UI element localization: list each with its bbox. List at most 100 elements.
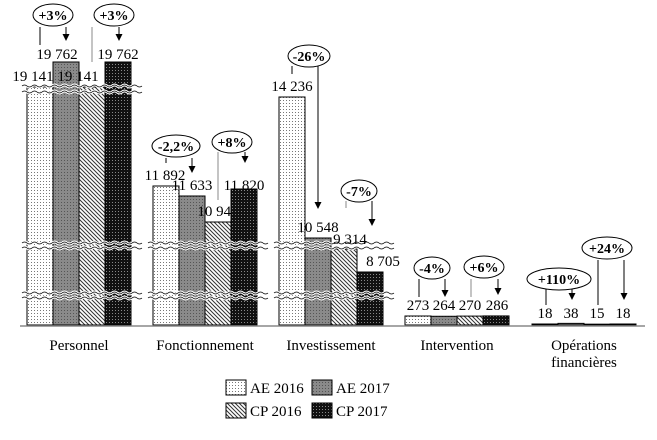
axis-break-mark (21, 291, 143, 295)
data-label: 19 762 (97, 47, 138, 63)
arrow-down-icon (188, 166, 196, 173)
axis-break-mark (147, 241, 269, 245)
bar-ae-2017-0 (52, 61, 80, 326)
data-label: 10 944 (197, 204, 239, 220)
axis-break-mark (273, 246, 395, 250)
category-label: Fonctionnement (156, 338, 254, 354)
data-label: 11 820 (224, 178, 265, 194)
bar-ae-2016-3 (404, 315, 432, 326)
legend-label: CP 2016 (250, 404, 302, 420)
annotation-oval (526, 267, 592, 291)
axis-break-mark (21, 246, 143, 250)
axis-break-mark (147, 296, 269, 300)
category-label: financières (551, 355, 617, 371)
legend-swatch (225, 402, 247, 419)
annotation-oval (463, 255, 505, 279)
category-label: Personnel (49, 338, 108, 354)
data-label: 19 141 (12, 69, 53, 85)
arrow-down-icon (368, 219, 376, 226)
annotation-label: -26% (293, 50, 326, 65)
category-label: Opérations (551, 338, 617, 354)
data-label: 286 (486, 298, 509, 314)
annotation-label: +110% (538, 273, 580, 288)
annotation-label: -4% (419, 262, 445, 277)
bar-ae-2016-1 (152, 185, 180, 326)
annotation-oval (93, 3, 135, 27)
data-label: 18 (538, 306, 553, 322)
annotation-label: +8% (218, 136, 247, 151)
axis-break-mark (147, 246, 269, 250)
legend-swatch (225, 379, 247, 396)
axis-break-mark (21, 296, 143, 300)
annotation-label: +6% (470, 261, 499, 276)
legend-swatch (311, 379, 333, 396)
axis-break-mark (273, 291, 395, 295)
bar-ae-2016-2 (278, 96, 306, 326)
bar-cp-2016-4 (583, 323, 611, 326)
legend-item: AE 2017 (311, 379, 390, 397)
annotation-label: +24% (589, 242, 625, 257)
data-label: 10 548 (297, 220, 338, 236)
bar-cp-2016-2 (330, 248, 358, 326)
bar-cp-2017-0 (104, 61, 132, 326)
category-label: Investissement (286, 338, 376, 354)
data-label: 19 141 (57, 69, 98, 85)
legend-label: CP 2017 (336, 404, 388, 420)
data-label: 270 (459, 298, 482, 314)
arrow-down-icon (62, 34, 70, 41)
annotation-label: +3% (39, 9, 68, 24)
bar-cp-2017-4 (609, 323, 637, 326)
axis-break-mark (21, 241, 143, 245)
bar-ae-2017-1 (178, 195, 206, 326)
data-label: 11 892 (145, 168, 186, 184)
arrow-down-icon (441, 290, 449, 297)
legend-swatch (311, 402, 333, 419)
annotation-oval (151, 134, 201, 158)
annotation-oval (32, 3, 74, 27)
bar-ae-2016-4 (531, 323, 559, 326)
annotation-oval (287, 44, 331, 68)
data-label: 38 (564, 306, 579, 322)
arrow-down-icon (115, 34, 123, 41)
axis-break-mark (273, 296, 395, 300)
data-label: 273 (407, 298, 430, 314)
legend-item: AE 2016 (225, 379, 304, 397)
data-label: 264 (433, 298, 456, 314)
bar-ae-2017-3 (430, 315, 458, 326)
arrow-down-icon (568, 293, 576, 300)
data-label: 18 (616, 306, 631, 322)
bar-cp-2016-1 (204, 221, 232, 326)
category-label: Intervention (420, 338, 494, 354)
legend-label: AE 2016 (250, 381, 304, 397)
bar-cp-2017-3 (482, 315, 510, 326)
data-label: 15 (590, 306, 605, 322)
annotation-label: -2,2% (158, 140, 194, 155)
legend-item: CP 2017 (311, 402, 388, 420)
bar-ae-2017-2 (304, 237, 332, 326)
annotation-oval (340, 179, 378, 203)
legend-label: AE 2017 (336, 381, 390, 397)
data-label: 8 705 (366, 254, 400, 270)
annotation-label: +3% (100, 9, 129, 24)
bar-cp-2017-1 (230, 188, 258, 326)
axis-break-mark (273, 241, 395, 245)
annotation-oval (413, 256, 451, 280)
annotation-oval (211, 130, 253, 154)
bar-ae-2017-4 (557, 322, 585, 326)
arrow-down-icon (314, 202, 322, 209)
arrow-down-icon (241, 156, 249, 163)
axis-break-mark (21, 90, 143, 94)
data-label: 11 633 (172, 178, 213, 194)
data-label: 19 762 (36, 47, 77, 63)
axis-break-mark (147, 291, 269, 295)
bar-cp-2016-0 (78, 86, 106, 326)
annotation-oval (581, 236, 633, 260)
legend-item: CP 2016 (225, 402, 302, 420)
annotation-label: -7% (346, 185, 372, 200)
data-label: 9 314 (333, 232, 367, 248)
arrow-down-icon (494, 288, 502, 295)
bar-cp-2016-3 (456, 315, 484, 326)
bar-ae-2016-0 (26, 86, 54, 326)
